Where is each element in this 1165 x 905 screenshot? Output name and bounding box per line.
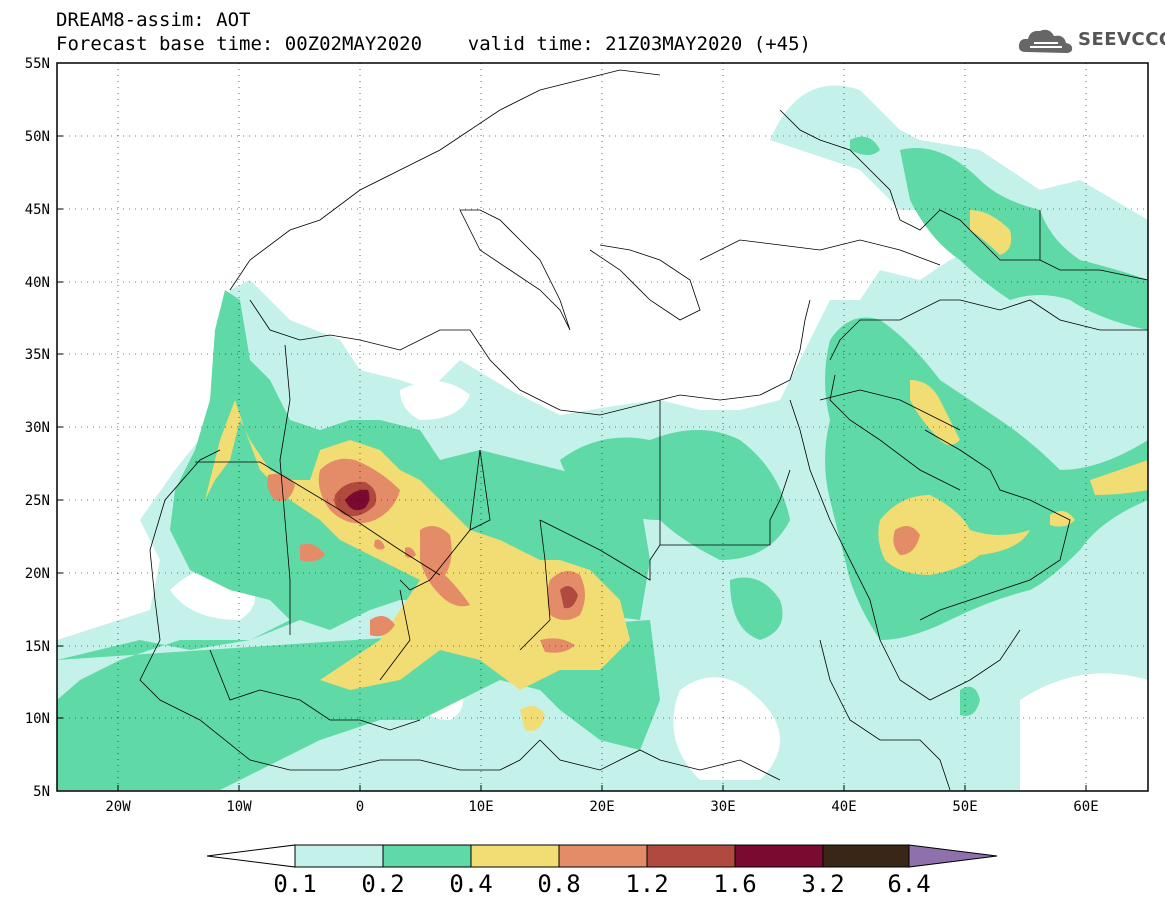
lon-label: 40E bbox=[831, 799, 856, 815]
seevccc-logo: SEEVCCC bbox=[1016, 22, 1165, 58]
lon-label: 20E bbox=[589, 799, 614, 815]
lat-label: 45N bbox=[25, 202, 50, 218]
colorbar-segment bbox=[822, 844, 910, 868]
colorbar-high-arrow bbox=[908, 844, 998, 868]
lon-label: 50E bbox=[952, 799, 977, 815]
colorbar-label: 0.8 bbox=[537, 870, 581, 898]
colorbar-label: 0.4 bbox=[449, 870, 493, 898]
lat-label: 10N bbox=[25, 711, 50, 727]
aot-contours bbox=[57, 85, 1148, 791]
lon-label: 30E bbox=[710, 799, 735, 815]
lon-label: 10E bbox=[468, 799, 493, 815]
lon-labels: 20W 10W 0 10E 20E 30E 40E 50E 60E bbox=[105, 799, 1098, 815]
lon-label: 0 bbox=[356, 799, 364, 815]
colorbar-segment bbox=[470, 844, 560, 868]
lat-label: 35N bbox=[25, 347, 50, 363]
coastlines bbox=[139, 69, 1148, 791]
colorbar-segment bbox=[294, 844, 384, 868]
lat-label: 55N bbox=[25, 56, 50, 72]
lon-label: 20W bbox=[105, 799, 131, 815]
logo-text: SEEVCCC bbox=[1078, 29, 1165, 50]
colorbar bbox=[206, 844, 998, 868]
colorbar-label: 1.6 bbox=[713, 870, 757, 898]
colorbar-segment bbox=[382, 844, 472, 868]
lat-label: 5N bbox=[33, 784, 50, 800]
cloud-icon bbox=[1018, 29, 1073, 53]
lat-label: 15N bbox=[25, 639, 50, 655]
axis-ticks bbox=[57, 135, 1087, 791]
colorbar-segment bbox=[646, 844, 736, 868]
lat-label: 25N bbox=[25, 493, 50, 509]
colorbar-segment bbox=[734, 844, 824, 868]
colorbar-label: 0.2 bbox=[361, 870, 405, 898]
colorbar-label: 1.2 bbox=[625, 870, 669, 898]
lat-label: 40N bbox=[25, 275, 50, 291]
colorbar-label: 6.4 bbox=[887, 870, 931, 898]
lat-label: 30N bbox=[25, 420, 50, 436]
map-title: DREAM8-assim: AOT bbox=[56, 9, 251, 31]
lat-label: 20N bbox=[25, 566, 50, 582]
colorbar-label: 3.2 bbox=[801, 870, 845, 898]
lat-label: 50N bbox=[25, 129, 50, 145]
forecast-times: Forecast base time: 00Z02MAY2020 valid t… bbox=[56, 33, 811, 55]
lat-labels: 5N 10N 15N 20N 25N 30N 35N 40N 45N 50N 5… bbox=[25, 56, 50, 800]
colorbar-low-arrow bbox=[206, 844, 296, 868]
lon-label: 10W bbox=[226, 799, 252, 815]
graticule bbox=[57, 63, 1148, 791]
colorbar-segment bbox=[558, 844, 648, 868]
colorbar-label: 0.1 bbox=[273, 870, 317, 898]
lon-label: 60E bbox=[1073, 799, 1098, 815]
